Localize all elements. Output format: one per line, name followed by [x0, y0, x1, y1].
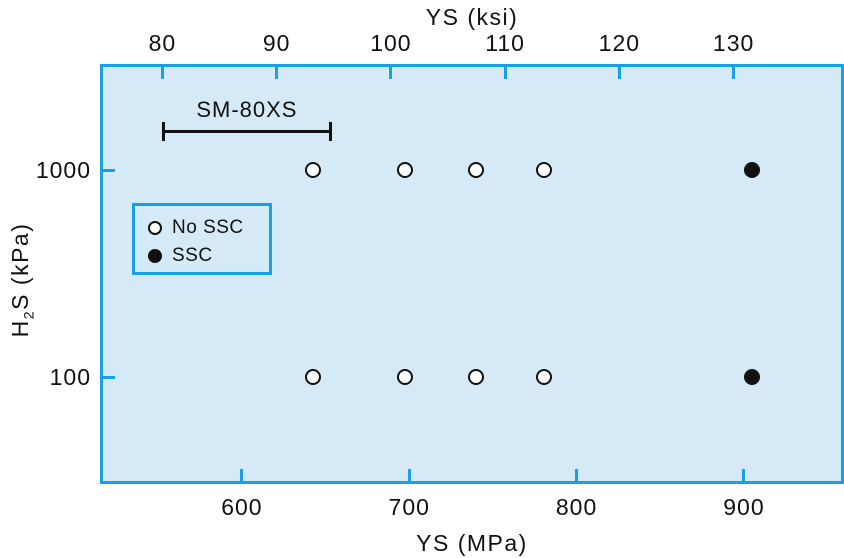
- left-axis-title-prefix: H: [7, 319, 33, 338]
- left-axis-title: H2S (kPa): [5, 170, 38, 390]
- data-point-ssc: [744, 162, 761, 179]
- left-axis-title-suffix: S (kPa): [7, 222, 33, 310]
- top-axis-title: YS (ksi): [322, 2, 622, 32]
- x-tick-top: [275, 67, 279, 79]
- x-tick-label-top: 120: [598, 30, 641, 56]
- x-tick-label-top: 110: [485, 30, 525, 56]
- y-tick-left: [103, 168, 115, 172]
- x-tick-label-top: 100: [370, 30, 412, 56]
- data-point-ssc: [744, 369, 761, 386]
- x-tick-top: [732, 67, 736, 79]
- bottom-axis-title: YS (MPa): [322, 528, 622, 558]
- annotation-range-bar: [163, 130, 331, 133]
- x-tick-label-bottom: 800: [555, 494, 598, 520]
- x-tick-label-bottom: 900: [723, 494, 765, 520]
- x-tick-label-top: 130: [712, 30, 755, 56]
- annotation-label: SM-80XS: [196, 97, 298, 122]
- x-tick-top: [617, 67, 621, 79]
- x-tick-bottom: [240, 469, 244, 481]
- x-tick-bottom: [407, 469, 411, 481]
- legend-item-ssc: SSC: [148, 242, 269, 270]
- legend-item-no-ssc: No SSC: [148, 214, 269, 242]
- x-tick-label-top: 90: [262, 30, 291, 56]
- y-tick-label-left: 1000: [35, 157, 91, 184]
- open-circle-icon: [148, 221, 162, 235]
- bottom-axis-title-text: YS (MPa): [416, 530, 528, 556]
- y-tick-label-left: 100: [49, 364, 91, 391]
- data-point-no-ssc: [305, 368, 322, 385]
- x-tick-label-top: 80: [148, 30, 177, 56]
- y-tick-left: [103, 375, 115, 379]
- legend-label-no-ssc: No SSC: [172, 217, 244, 238]
- data-point-no-ssc: [536, 368, 553, 385]
- data-point-no-ssc: [536, 161, 553, 178]
- legend-box: No SSC SSC: [132, 203, 272, 275]
- left-axis-title-subscript: 2: [21, 309, 38, 320]
- x-tick-top: [503, 67, 507, 79]
- x-tick-bottom: [575, 469, 579, 481]
- annotation-cap-left: [161, 122, 165, 141]
- x-tick-label-bottom: 700: [388, 494, 430, 520]
- x-tick-top: [160, 67, 164, 79]
- x-tick-bottom: [742, 469, 746, 481]
- top-axis-title-text: YS (ksi): [425, 4, 519, 30]
- data-point-no-ssc: [305, 161, 322, 178]
- annotation-cap-right: [329, 122, 333, 141]
- x-tick-label-bottom: 600: [221, 494, 263, 520]
- x-tick-top: [389, 67, 393, 79]
- data-point-no-ssc: [467, 161, 484, 178]
- data-point-no-ssc: [397, 161, 414, 178]
- legend-label-ssc: SSC: [172, 245, 213, 266]
- data-point-no-ssc: [397, 368, 414, 385]
- filled-circle-icon: [148, 249, 162, 263]
- data-point-no-ssc: [467, 368, 484, 385]
